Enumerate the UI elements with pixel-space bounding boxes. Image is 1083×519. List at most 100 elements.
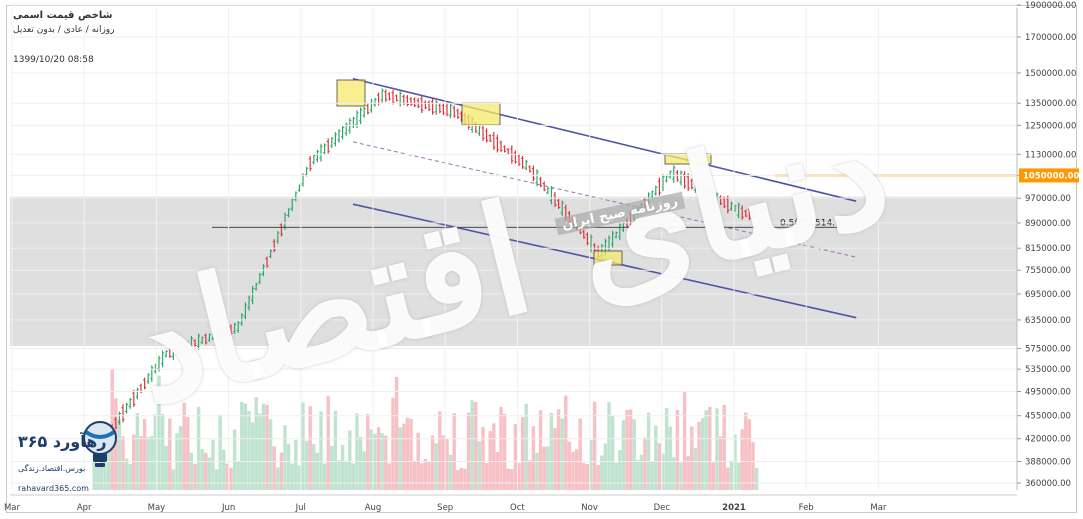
volume-bar: [135, 413, 140, 490]
price-tick-label: 1350000.00: [1025, 99, 1076, 109]
volume-bar: [394, 376, 399, 490]
volume-bar: [733, 434, 737, 490]
chart-timestamp: 1399/10/20 08:58: [13, 55, 94, 65]
volume-bar: [481, 427, 485, 490]
volume-bar: [164, 445, 168, 490]
volume-bar: [92, 461, 96, 490]
volume-bar: [330, 445, 334, 490]
volume-bar: [625, 410, 629, 490]
time-tick-label: Apr: [77, 503, 92, 513]
volume-bar: [589, 439, 593, 490]
volume-bar: [160, 413, 165, 490]
volume-bar: [405, 417, 410, 490]
volume-bar: [261, 403, 266, 490]
volume-bar: [355, 413, 359, 490]
volume-bar: [510, 468, 514, 490]
time-tick-label: May: [148, 503, 166, 513]
volume-bar: [650, 461, 654, 490]
volume-bar: [279, 452, 284, 490]
volume-bar: [232, 429, 237, 490]
volume-bar: [225, 463, 230, 490]
watermark-band: [10, 196, 1017, 346]
volume-bar: [636, 459, 640, 490]
volume-bar: [128, 464, 132, 490]
price-tick-label: 495000.00: [1025, 387, 1071, 397]
time-tick-label: Mar: [870, 503, 887, 513]
volume-bar: [639, 454, 644, 490]
volume-bar: [186, 416, 190, 490]
volume-bar: [585, 464, 590, 490]
price-tick-label: 1500000.00: [1025, 69, 1076, 79]
volume-bar: [556, 409, 561, 490]
time-tick-label: Aug: [365, 503, 382, 513]
volume-bar: [740, 429, 744, 490]
volume-bar: [171, 469, 176, 490]
swing-highlight-box: [461, 102, 501, 126]
volume-bar: [567, 441, 572, 490]
volume-bar: [283, 425, 287, 490]
volume-bar: [646, 412, 651, 490]
volume-bar: [517, 463, 521, 490]
volume-bar: [412, 460, 417, 490]
volume-bar: [308, 406, 312, 490]
volume-bar: [672, 457, 676, 490]
axes: 1900000.00 1700000.00 1500000.00 1350000.00…: [4, 1, 1080, 513]
volume-bar: [376, 427, 381, 490]
swing-highlight-box: [593, 250, 623, 266]
volume-bar: [506, 468, 510, 490]
volume-bar: [96, 464, 100, 490]
volume-bar: [150, 436, 154, 490]
volume-bar: [333, 410, 338, 490]
volume-bar: [546, 446, 550, 490]
volume-bar: [222, 449, 226, 490]
volume-bar: [682, 392, 687, 490]
volume-bar: [351, 463, 356, 490]
volume-bar: [348, 430, 352, 490]
volume-bar: [592, 401, 597, 490]
volume-bar: [495, 451, 500, 490]
volume-bar: [488, 431, 492, 490]
volume-bar: [391, 397, 395, 490]
volume-bar: [409, 418, 413, 490]
volume-bar: [153, 414, 158, 490]
volume-bar: [420, 463, 424, 490]
volume-bar: [218, 414, 222, 490]
price-tick-label: 455000.00: [1025, 412, 1071, 422]
volume-bar: [686, 456, 690, 490]
logo-url: rahavard365.com: [18, 484, 89, 493]
volume-bar: [182, 402, 186, 490]
volume-bar: [290, 463, 294, 490]
volume-bar: [538, 410, 543, 490]
price-tick-label: 890000.00: [1025, 219, 1071, 229]
price-tick-label: 388000.00: [1025, 457, 1071, 467]
price-tick-label: 1130000.00: [1025, 150, 1076, 160]
volume-bar: [754, 468, 759, 490]
time-tick-label: Dec: [654, 503, 671, 513]
volume-bar: [657, 443, 662, 490]
channel-line-upper: [352, 77, 857, 202]
volume-bars: [92, 369, 759, 490]
price-tick-label: 635000.00: [1025, 316, 1071, 326]
volume-bar: [200, 449, 204, 490]
volume-bar: [711, 462, 716, 490]
volume-bar: [452, 413, 456, 490]
time-tick-label: Mar: [4, 503, 21, 513]
volume-bar: [582, 462, 586, 490]
time-tick-label: Nov: [581, 503, 598, 513]
volume-bar: [124, 458, 129, 490]
volume-bar: [265, 404, 269, 490]
volume-bar: [340, 444, 345, 490]
volume-bar: [690, 426, 694, 490]
volume-bar: [423, 458, 428, 490]
volume-bar: [247, 410, 251, 490]
volume-bar: [229, 467, 233, 490]
volume-bar: [474, 402, 478, 490]
volume-bar: [384, 435, 388, 490]
volume-bar: [697, 421, 701, 490]
volume-bar: [668, 426, 672, 490]
volume-bar: [301, 402, 305, 490]
volume-bar: [139, 436, 143, 490]
volume-bar: [520, 417, 525, 490]
volume-bar: [553, 428, 557, 490]
